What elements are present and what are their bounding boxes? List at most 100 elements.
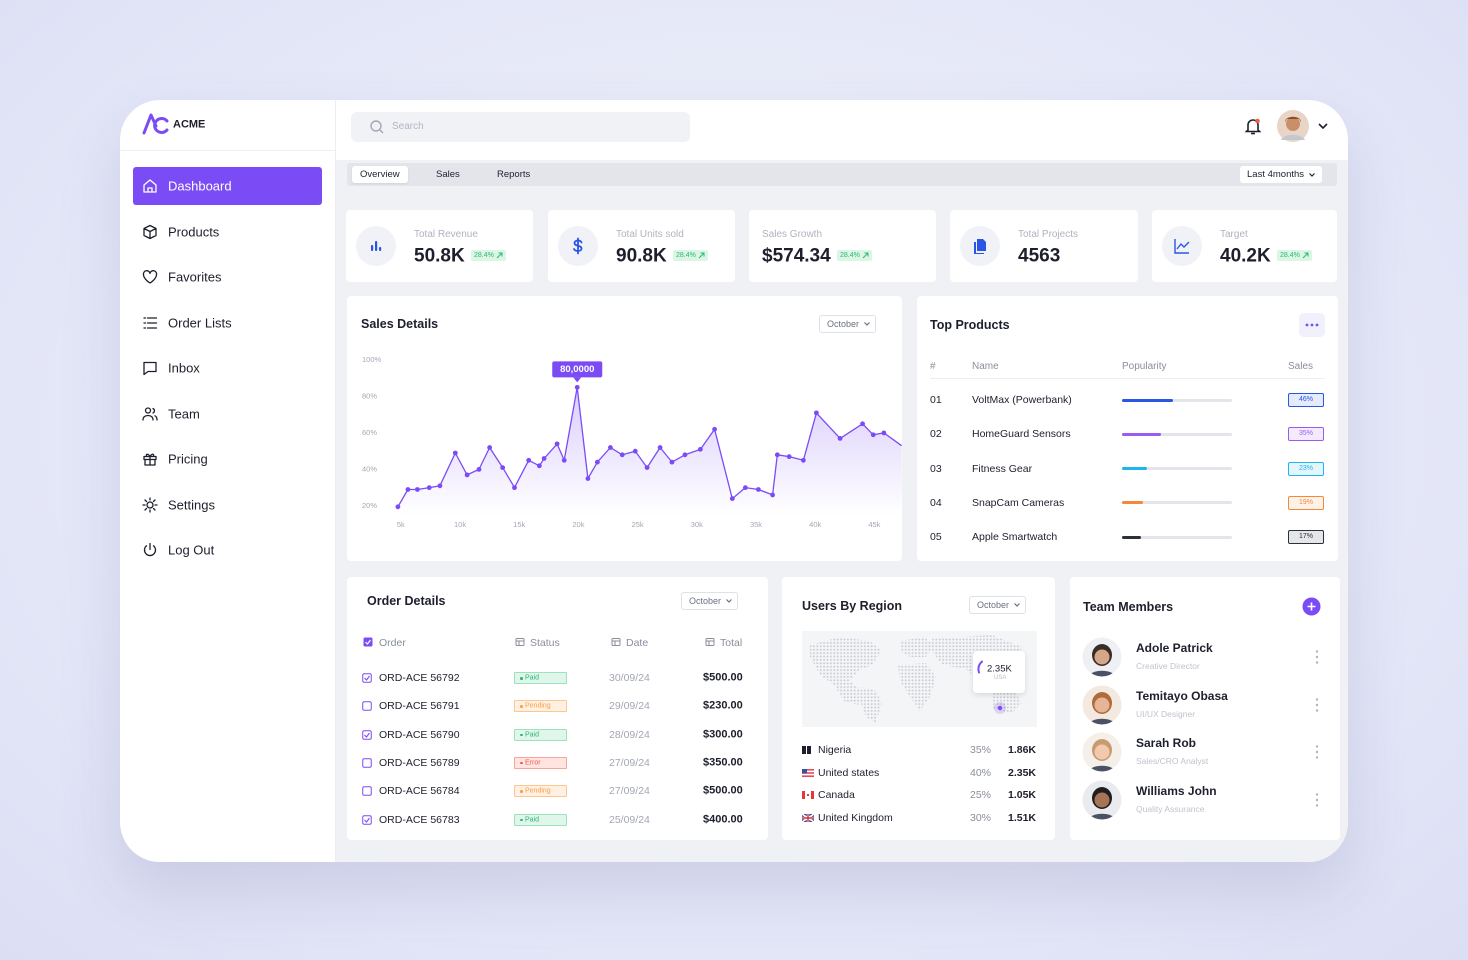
status-badge — [514, 672, 567, 684]
product-rank: 04 — [930, 496, 942, 509]
trend-arrow — [1302, 252, 1309, 259]
nav-item[interactable]: Log Out — [168, 542, 215, 558]
trend-arrow — [496, 252, 503, 259]
x-tick-label: 25k — [632, 520, 644, 529]
order-total: $300.00 — [703, 728, 743, 741]
profile-avatar[interactable] — [1276, 109, 1332, 143]
sales-badge: 35% — [1288, 427, 1324, 442]
search-box[interactable] — [351, 112, 690, 142]
chevron-icon — [864, 322, 870, 326]
users: 1.51K — [1008, 811, 1037, 824]
range-dropdown[interactable]: Last 4months — [1240, 166, 1323, 183]
share: 35% — [970, 743, 992, 756]
member-role: UI/UX Designer — [1136, 708, 1196, 719]
popularity-bar — [1122, 467, 1148, 471]
add-member-button[interactable] — [1302, 597, 1321, 616]
share: 30% — [970, 811, 992, 824]
nav-item[interactable]: Inbox — [168, 360, 200, 376]
stat-icon — [1174, 239, 1190, 254]
checkbox[interactable] — [362, 673, 372, 683]
member-menu[interactable] — [1314, 649, 1320, 665]
dropdown[interactable]: October — [819, 315, 877, 333]
status-dot — [520, 818, 523, 821]
product-name: HomeGuard Sensors — [972, 428, 1071, 441]
product-rank: 01 — [930, 393, 942, 406]
nav-item[interactable]: Favorites — [168, 269, 222, 285]
member-avatar — [1082, 780, 1122, 820]
sales-badge: 19% — [1288, 495, 1324, 510]
x-tick-label: 40k — [809, 520, 821, 529]
column-header: # — [930, 361, 936, 372]
bell-icon[interactable] — [1243, 116, 1263, 136]
member-avatar — [1082, 685, 1122, 725]
x-tick-label: 15k — [513, 520, 525, 529]
member-menu[interactable] — [1314, 792, 1320, 808]
order-id: ORD-ACE 56789 — [379, 756, 460, 769]
sales-badge: 23% — [1288, 461, 1324, 476]
product-name: SnapCam Cameras — [972, 496, 1065, 509]
x-tick-label: 35k — [750, 520, 762, 529]
card-title: Team Members — [1083, 599, 1174, 614]
checkbox[interactable] — [362, 814, 372, 825]
flag — [802, 768, 814, 777]
y-tick-label: 60% — [362, 428, 377, 437]
card-title: Sales Details — [361, 316, 439, 331]
stat-icon — [371, 241, 382, 251]
column-header: Total — [720, 636, 743, 649]
member-name: Sarah Rob — [1136, 736, 1197, 751]
y-tick-label: 100% — [362, 355, 382, 364]
checkbox[interactable] — [362, 758, 372, 768]
stat-label: Target — [1220, 229, 1248, 240]
tooltip-arc — [977, 660, 983, 674]
column-header: Name — [972, 361, 999, 372]
tab[interactable]: Overview — [352, 166, 408, 183]
users: 1.05K — [1008, 788, 1037, 801]
order-total: $500.00 — [703, 671, 743, 684]
member-menu[interactable] — [1314, 697, 1320, 713]
point — [786, 454, 792, 460]
order-date: 27/09/24 — [609, 784, 650, 797]
nav-active-bg — [133, 167, 322, 205]
point — [561, 457, 567, 463]
x-tick-label: 30k — [691, 520, 703, 529]
checkbox[interactable] — [362, 729, 372, 740]
checkbox[interactable] — [362, 786, 372, 796]
nav-item[interactable]: Settings — [168, 497, 215, 512]
y-tick-label: 80% — [362, 391, 377, 400]
stat-icon — [573, 237, 583, 255]
dropdown[interactable]: October — [969, 596, 1027, 614]
popularity-bar — [1122, 501, 1143, 505]
sales-badge: 46% — [1288, 393, 1324, 407]
tab[interactable]: Reports — [497, 169, 531, 180]
brand: ACME — [173, 118, 206, 131]
card-title: Users By Region — [802, 598, 903, 613]
share: 25% — [970, 788, 992, 801]
member-menu[interactable] — [1314, 744, 1320, 760]
dropdown[interactable]: October — [681, 592, 739, 610]
card-title: Order Details — [367, 593, 446, 608]
checkbox[interactable] — [362, 701, 372, 712]
checkbox[interactable] — [363, 637, 373, 647]
point — [870, 432, 876, 438]
annotation-box — [552, 361, 603, 378]
tabs-bar — [347, 163, 1337, 186]
order-id: ORD-ACE 56792 — [379, 671, 460, 684]
country: Nigeria — [818, 743, 852, 756]
nav-item[interactable]: Dashboard — [168, 178, 232, 194]
nav-item[interactable]: Team — [168, 406, 200, 421]
status-text: Pending — [525, 787, 551, 795]
status-text: Paid — [525, 731, 540, 739]
nav-item[interactable]: Pricing — [168, 451, 208, 467]
nav-icon — [143, 316, 158, 329]
nav-icon — [143, 224, 157, 239]
point — [541, 456, 547, 461]
nav-item[interactable]: Products — [168, 224, 220, 239]
nav-item[interactable]: Order Lists — [168, 315, 232, 330]
status-text: Error — [525, 759, 541, 767]
tab[interactable]: Sales — [436, 169, 460, 180]
nav-icon — [142, 406, 158, 421]
product-name: Apple Smartwatch — [972, 530, 1058, 543]
popularity-bar — [1122, 398, 1173, 402]
